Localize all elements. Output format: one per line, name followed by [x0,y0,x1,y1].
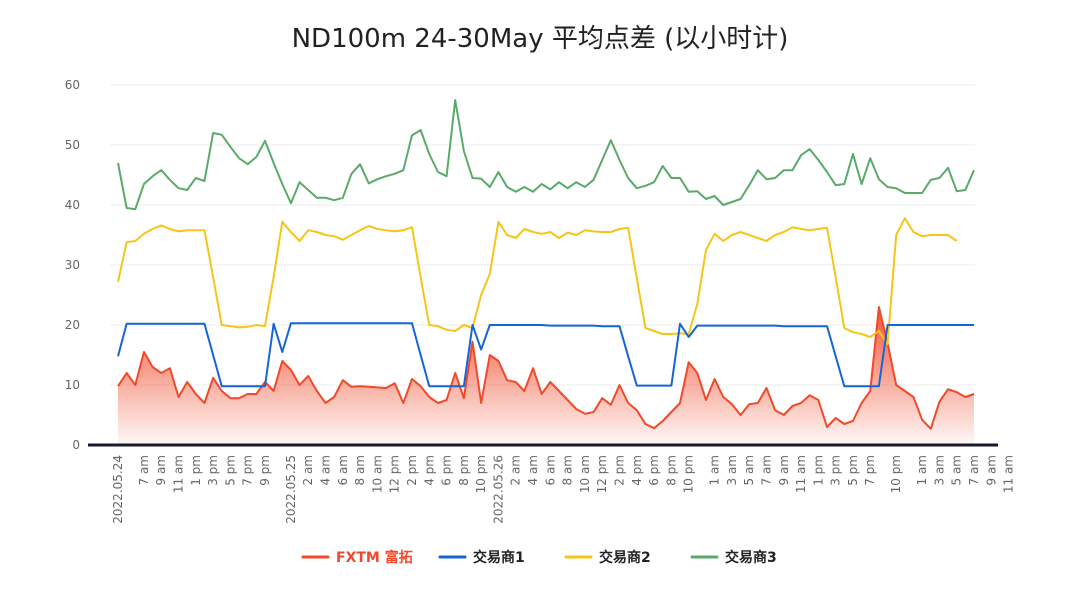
x-tick-label: 6 pm [647,455,661,486]
series-area-fxtm [118,307,974,445]
x-tick-label: 6 am [543,455,557,486]
x-tick-label: 7 am [967,455,981,486]
x-tick-label: 2 pm [613,455,627,486]
x-tick-label: 10 pm [889,455,903,493]
x-tick-label: 3 pm [829,455,843,486]
x-tick-label: 9 pm [258,455,272,486]
x-tick-label: 5 pm [846,455,860,486]
x-tick-label: 5 am [742,455,756,486]
series-line-1 [117,322,974,388]
x-tick-label: 2022.05.26 [491,455,505,524]
x-tick-label: 7 pm [241,455,255,486]
x-tick-label: 1 pm [811,455,825,486]
x-tick-label: 12 pm [388,455,402,493]
x-tick-label: 2 am [301,455,315,486]
y-tick-label: 60 [65,78,80,92]
legend-label: 交易商2 [599,549,651,566]
x-tick-label: 5 am [950,455,964,486]
legend-item[interactable]: 交易商1 [438,549,525,566]
x-tick-label: 1 am [915,455,929,486]
x-tick-label: 3 pm [206,455,220,486]
series-line-3 [117,99,975,211]
x-tick-label: 12 pm [595,455,609,493]
x-tick-label: 2022.05.24 [111,455,125,524]
x-tick-label: 2022.05.25 [284,455,298,524]
series-line-2 [117,217,958,346]
x-tick-label: 1 pm [189,455,203,486]
y-tick-label: 30 [65,258,80,272]
x-tick-label: 8 am [353,455,367,486]
x-tick-label: 4 pm [422,455,436,486]
legend-item[interactable]: 交易商3 [690,549,777,566]
y-tick-label: 50 [65,138,80,152]
x-tick-label: 3 am [725,455,739,486]
legend-item[interactable]: FXTM 富拓 [301,549,413,566]
x-tick-label: 7 pm [863,455,877,486]
series-line-0 [117,306,975,430]
x-tick-label: 4 am [526,455,540,486]
x-tick-label: 8 pm [457,455,471,486]
x-tick-label: 7 am [137,455,151,486]
x-tick-label: 6 am [336,455,350,486]
x-tick-label: 11 am [172,455,186,493]
x-tick-label: 2 pm [405,455,419,486]
x-tick-label: 11 am [1002,455,1016,493]
y-tick-label: 0 [72,438,80,452]
x-tick-label: 10 pm [682,455,696,493]
legend-label: 交易商1 [473,549,525,566]
legend-item[interactable]: 交易商2 [564,549,651,566]
x-tick-label: 7 am [760,455,774,486]
x-tick-label: 1 am [708,455,722,486]
x-tick-label: 9 am [154,455,168,486]
series-areas [118,307,974,445]
chart-title: ND100m 24-30May 平均点差 (以小时计) [292,24,789,54]
y-axis: 0 10 20 30 40 50 60 [65,78,80,452]
x-tick-label: 3 am [932,455,946,486]
series-lines [117,99,975,430]
y-tick-label: 10 [65,378,80,392]
y-tick-label: 20 [65,318,80,332]
x-tick-label: 8 am [561,455,575,486]
legend: FXTM 富拓 交易商1 交易商2 交易商3 [301,549,777,566]
x-tick-label: 9 am [777,455,791,486]
x-tick-label: 8 pm [664,455,678,486]
x-tick-label: 11 am [794,455,808,493]
x-tick-label: 10 pm [474,455,488,493]
x-tick-label: 2 am [509,455,523,486]
x-tick-label: 4 pm [630,455,644,486]
x-tick-label: 6 pm [440,455,454,486]
x-axis: 2022.05.24 7 am 9 am 11 am 1 pm 3 pm 5 pm 7 pm 9… [111,455,1016,524]
x-tick-label: 9 am [984,455,998,486]
x-tick-label: 5 pm [223,455,237,486]
x-tick-label: 10 am [578,455,592,493]
legend-label: FXTM 富拓 [336,549,413,566]
y-tick-label: 40 [65,198,80,212]
x-tick-label: 4 am [319,455,333,486]
x-tick-label: 10 am [370,455,384,493]
grid-lines [110,84,975,386]
legend-label: 交易商3 [725,549,777,566]
